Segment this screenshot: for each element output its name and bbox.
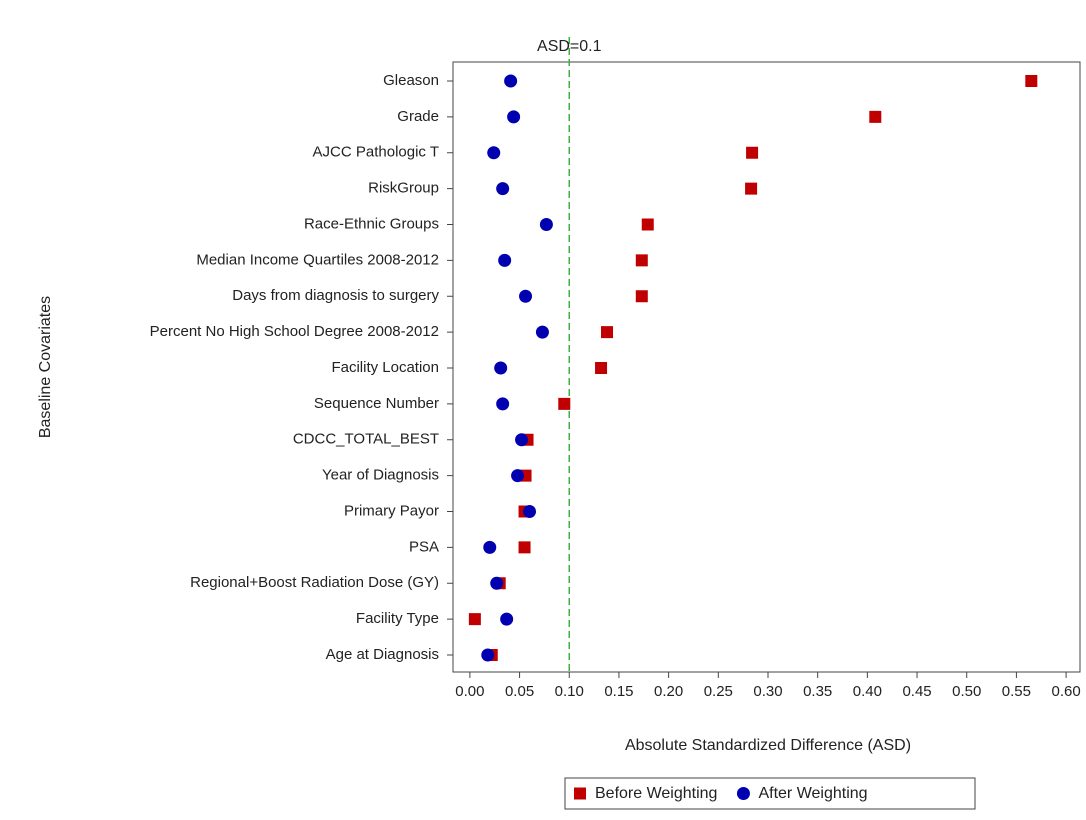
data-point	[504, 74, 518, 88]
data-point	[496, 182, 510, 196]
legend-marker	[574, 787, 586, 800]
y-tick-label: Primary Payor	[344, 502, 439, 519]
data-point	[515, 433, 529, 447]
data-point	[745, 182, 758, 195]
x-tick-label: 0.30	[753, 683, 782, 700]
data-point	[869, 110, 882, 123]
x-tick-label: 0.40	[853, 683, 882, 700]
y-tick-label: Facility Type	[356, 610, 439, 627]
data-point	[496, 397, 510, 411]
x-tick-label: 0.25	[704, 683, 733, 700]
data-point	[519, 289, 533, 303]
y-tick-label: Race-Ethnic Groups	[304, 215, 439, 232]
data-point	[494, 361, 508, 375]
data-point	[746, 146, 759, 159]
data-point	[468, 613, 481, 626]
x-axis-label: Absolute Standardized Difference (ASD)	[625, 737, 911, 754]
x-tick-label: 0.00	[455, 683, 484, 700]
x-tick-label: 0.60	[1051, 683, 1080, 700]
y-tick-label: Year of Diagnosis	[322, 467, 439, 484]
data-point	[1025, 75, 1038, 87]
data-point	[523, 505, 537, 518]
y-tick-label: Grade	[397, 108, 439, 125]
y-tick-label: PSA	[409, 538, 439, 555]
y-tick-label: Median Income Quartiles 2008-2012	[196, 251, 439, 268]
data-point	[635, 254, 648, 267]
y-axis-label: Baseline Covariates	[37, 296, 54, 438]
legend-box	[564, 777, 976, 810]
y-tick-label: Facility Location	[331, 359, 439, 376]
data-point	[535, 325, 549, 339]
y-tick-label: Age at Diagnosis	[326, 646, 439, 663]
plot-frame	[452, 61, 1081, 673]
data-point	[481, 648, 495, 662]
y-tick-label: CDCC_TOTAL_BEST	[293, 431, 439, 448]
data-point	[507, 110, 521, 124]
x-tick-label: 0.15	[604, 683, 633, 700]
legend-label: After Weighting	[758, 785, 867, 802]
y-tick-label: Sequence Number	[314, 395, 439, 412]
legend-marker	[736, 787, 750, 800]
data-point	[558, 397, 571, 410]
y-tick-label: Days from diagnosis to surgery	[232, 287, 439, 304]
y-tick-label: Percent No High School Degree 2008-2012	[150, 323, 439, 340]
x-tick-label: 0.45	[902, 683, 931, 700]
data-point	[539, 218, 553, 231]
data-point	[641, 218, 654, 231]
x-tick-label: 0.35	[803, 683, 832, 700]
data-point	[595, 362, 608, 374]
legend-label: Before Weighting	[595, 785, 717, 802]
data-point	[487, 146, 501, 160]
data-point	[518, 541, 531, 554]
data-point	[490, 576, 504, 590]
data-point	[500, 612, 514, 626]
x-tick-label: 0.05	[505, 683, 534, 700]
y-tick-label: Gleason	[383, 72, 439, 89]
data-point	[483, 540, 497, 554]
x-tick-label: 0.10	[555, 683, 584, 700]
data-point	[601, 326, 614, 339]
y-tick-label: RiskGroup	[368, 180, 439, 197]
y-tick-label: Regional+Boost Radiation Dose (GY)	[190, 574, 439, 591]
x-tick-label: 0.55	[1002, 683, 1031, 700]
x-tick-label: 0.20	[654, 683, 683, 700]
data-point	[511, 469, 525, 483]
data-point	[635, 290, 648, 303]
data-point	[498, 253, 512, 267]
x-tick-label: 0.50	[952, 683, 981, 700]
reference-label: ASD=0.1	[537, 38, 602, 55]
y-tick-label: AJCC Pathologic T	[313, 144, 439, 161]
